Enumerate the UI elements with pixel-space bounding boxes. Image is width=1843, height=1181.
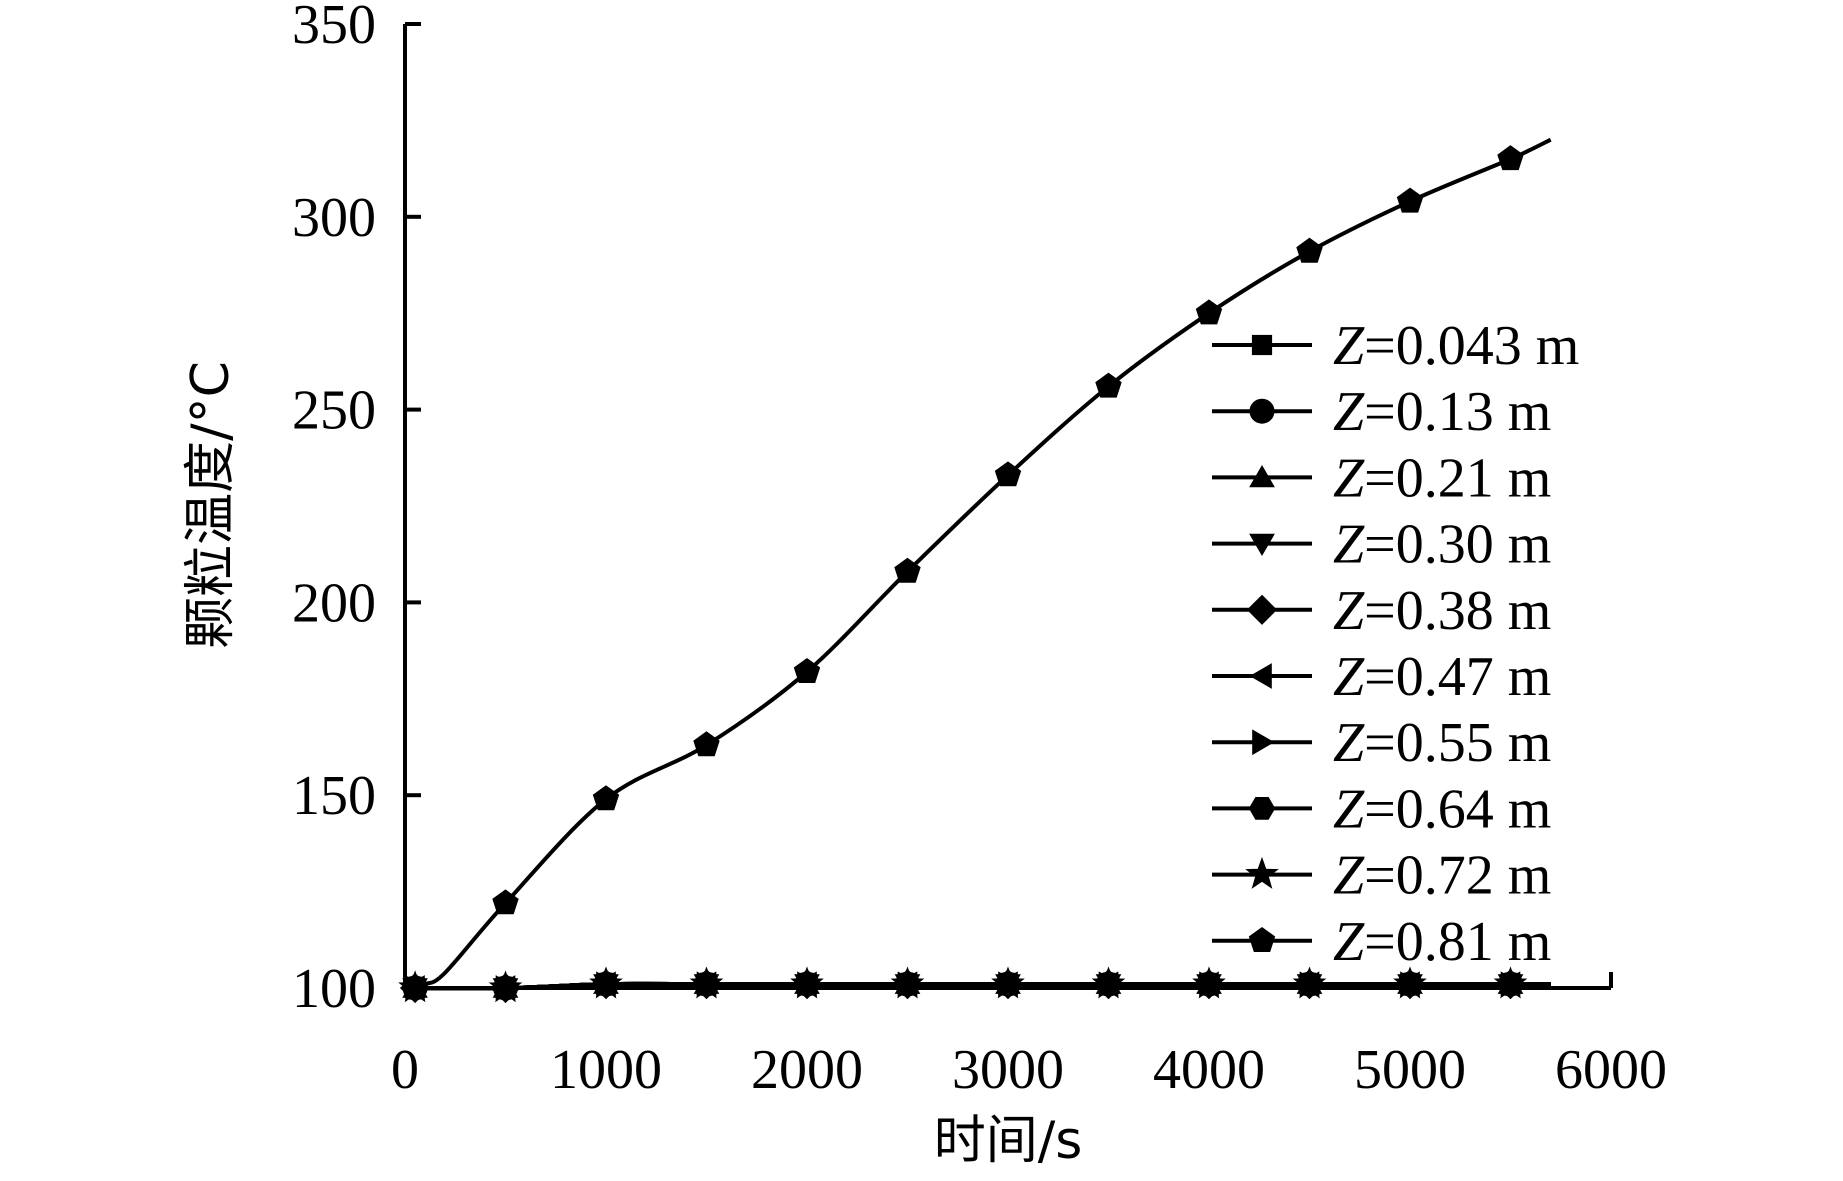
y-tick-label: 300 — [292, 187, 376, 249]
legend-label-variable: Z — [1333, 646, 1365, 708]
legend-label: Z=0.55 m — [1333, 712, 1551, 774]
data-point — [894, 557, 921, 583]
legend-marker — [1249, 663, 1272, 689]
legend-marker — [1249, 398, 1275, 424]
legend-label: Z=0.72 m — [1333, 845, 1551, 907]
data-point — [488, 970, 523, 1003]
y-tick-label: 350 — [292, 0, 376, 56]
data-point — [890, 966, 925, 999]
legend-label-value: =0.38 m — [1364, 580, 1551, 642]
legend-label: Z=0.81 m — [1333, 911, 1551, 973]
series-10 — [401, 137, 1552, 1000]
legend-label: Z=0.13 m — [1333, 381, 1551, 443]
legend-label-value: =0.043 m — [1364, 315, 1579, 377]
legend-marker — [1249, 465, 1275, 488]
x-tick-label: 0 — [391, 1039, 419, 1101]
legend-label-variable: Z — [1333, 778, 1365, 840]
y-tick-label: 100 — [292, 958, 376, 1020]
legend-label-value: =0.55 m — [1364, 712, 1551, 774]
legend-item: Z=0.47 m — [1212, 646, 1551, 708]
data-point — [793, 657, 821, 683]
legend-item: Z=0.81 m — [1212, 911, 1551, 973]
x-tick-label: 2000 — [751, 1039, 863, 1101]
data-point — [1095, 372, 1122, 398]
data-point — [1292, 966, 1327, 999]
legend-label: Z=0.38 m — [1333, 580, 1551, 642]
data-point — [693, 731, 720, 757]
legend-label-variable: Z — [1333, 315, 1365, 377]
data-point — [1393, 966, 1427, 999]
legend-marker — [1251, 334, 1273, 356]
data-point — [401, 974, 429, 1000]
legend-item: Z=0.64 m — [1212, 778, 1551, 840]
y-tick-label: 150 — [292, 765, 376, 827]
data-point — [1497, 145, 1524, 171]
data-point — [1296, 237, 1323, 263]
data-point — [1195, 299, 1223, 325]
legend-label-variable: Z — [1333, 845, 1365, 907]
legend-marker — [1248, 797, 1276, 820]
legend-marker — [1252, 729, 1275, 756]
legend-label-variable: Z — [1333, 712, 1365, 774]
series-9 — [398, 966, 1551, 1003]
legend-marker — [1249, 533, 1275, 556]
legend-marker — [1246, 594, 1278, 625]
legend-item: Z=0.13 m — [1212, 381, 1551, 443]
legend-label-variable: Z — [1333, 580, 1365, 642]
series-group — [398, 137, 1552, 1004]
legend-label: Z=0.21 m — [1333, 447, 1551, 509]
legend-label: Z=0.64 m — [1333, 778, 1551, 840]
data-point — [592, 785, 620, 811]
legend-label-value: =0.72 m — [1364, 845, 1551, 907]
legend-label: Z=0.47 m — [1333, 646, 1551, 708]
legend-marker — [1245, 856, 1279, 889]
legend-label-variable: Z — [1333, 447, 1365, 509]
x-tick-label: 6000 — [1555, 1039, 1667, 1101]
legend: Z=0.043 mZ=0.13 mZ=0.21 mZ=0.30 mZ=0.38 … — [1212, 315, 1579, 973]
legend-item: Z=0.21 m — [1212, 447, 1551, 509]
legend-label-value: =0.81 m — [1364, 911, 1551, 973]
data-point — [994, 461, 1022, 487]
legend-item: Z=0.38 m — [1212, 580, 1551, 642]
legend-label: Z=0.043 m — [1333, 315, 1579, 377]
legend-item: Z=0.043 m — [1212, 315, 1579, 377]
data-point — [589, 966, 623, 999]
legend-label-value: =0.13 m — [1364, 381, 1551, 443]
data-point — [689, 966, 724, 999]
data-point — [1091, 966, 1126, 999]
legend-marker — [1248, 926, 1276, 952]
data-point — [991, 966, 1025, 999]
data-point — [1396, 187, 1424, 213]
data-point — [790, 966, 824, 999]
y-tick-label: 250 — [292, 380, 376, 442]
legend-label-value: =0.64 m — [1364, 778, 1551, 840]
axes: 0 1000 2000 3000 4000 5000 6000 100 150 200 250 300… — [292, 0, 1667, 1101]
y-tick-label: 200 — [292, 572, 376, 634]
legend-item: Z=0.55 m — [1212, 712, 1551, 774]
x-tick-label: 5000 — [1354, 1039, 1466, 1101]
legend-label-variable: Z — [1333, 381, 1365, 443]
y-axis-title: 颗粒温度/°C — [181, 361, 241, 649]
legend-label-value: =0.47 m — [1364, 646, 1551, 708]
legend-item: Z=0.30 m — [1212, 514, 1551, 576]
legend-label-value: =0.30 m — [1364, 514, 1551, 576]
x-tick-label: 4000 — [1153, 1039, 1265, 1101]
legend-label-value: =0.21 m — [1364, 447, 1551, 509]
x-tick-label: 3000 — [952, 1039, 1064, 1101]
data-point — [492, 889, 519, 915]
legend-item: Z=0.72 m — [1212, 845, 1551, 907]
data-point — [1493, 966, 1528, 999]
x-tick-label: 1000 — [550, 1039, 662, 1101]
x-axis-title: 时间/s — [934, 1111, 1083, 1171]
legend-label-variable: Z — [1333, 911, 1365, 973]
data-point — [1192, 966, 1226, 999]
legend-label-variable: Z — [1333, 514, 1365, 576]
legend-label: Z=0.30 m — [1333, 514, 1551, 576]
